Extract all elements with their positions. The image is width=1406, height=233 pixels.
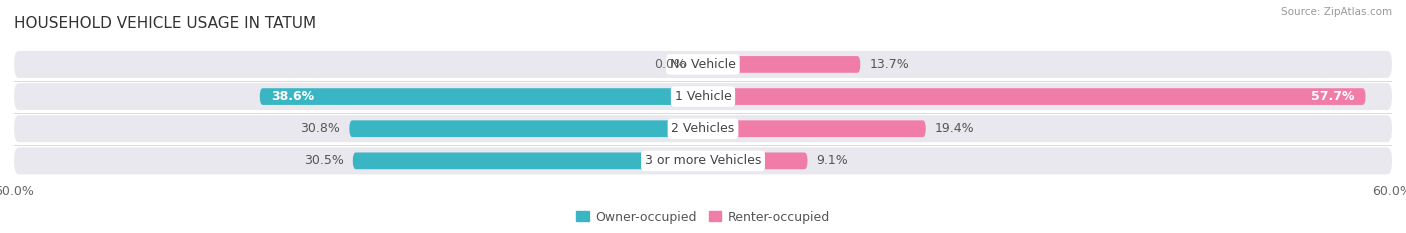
Text: 30.8%: 30.8% [301,122,340,135]
FancyBboxPatch shape [14,51,1392,78]
Text: 13.7%: 13.7% [869,58,910,71]
Text: 38.6%: 38.6% [271,90,315,103]
FancyBboxPatch shape [260,88,703,105]
Text: No Vehicle: No Vehicle [671,58,735,71]
FancyBboxPatch shape [353,152,703,169]
Text: 30.5%: 30.5% [304,154,343,167]
Legend: Owner-occupied, Renter-occupied: Owner-occupied, Renter-occupied [571,206,835,229]
FancyBboxPatch shape [703,152,807,169]
FancyBboxPatch shape [703,120,925,137]
Text: HOUSEHOLD VEHICLE USAGE IN TATUM: HOUSEHOLD VEHICLE USAGE IN TATUM [14,16,316,31]
FancyBboxPatch shape [349,120,703,137]
Text: 3 or more Vehicles: 3 or more Vehicles [645,154,761,167]
Text: 9.1%: 9.1% [817,154,848,167]
Text: 1 Vehicle: 1 Vehicle [675,90,731,103]
Text: 0.0%: 0.0% [654,58,686,71]
Text: Source: ZipAtlas.com: Source: ZipAtlas.com [1281,7,1392,17]
Text: 2 Vehicles: 2 Vehicles [672,122,734,135]
FancyBboxPatch shape [14,147,1392,174]
FancyBboxPatch shape [703,88,1365,105]
FancyBboxPatch shape [14,115,1392,142]
Text: 57.7%: 57.7% [1310,90,1354,103]
FancyBboxPatch shape [14,83,1392,110]
Text: 19.4%: 19.4% [935,122,974,135]
FancyBboxPatch shape [703,56,860,73]
